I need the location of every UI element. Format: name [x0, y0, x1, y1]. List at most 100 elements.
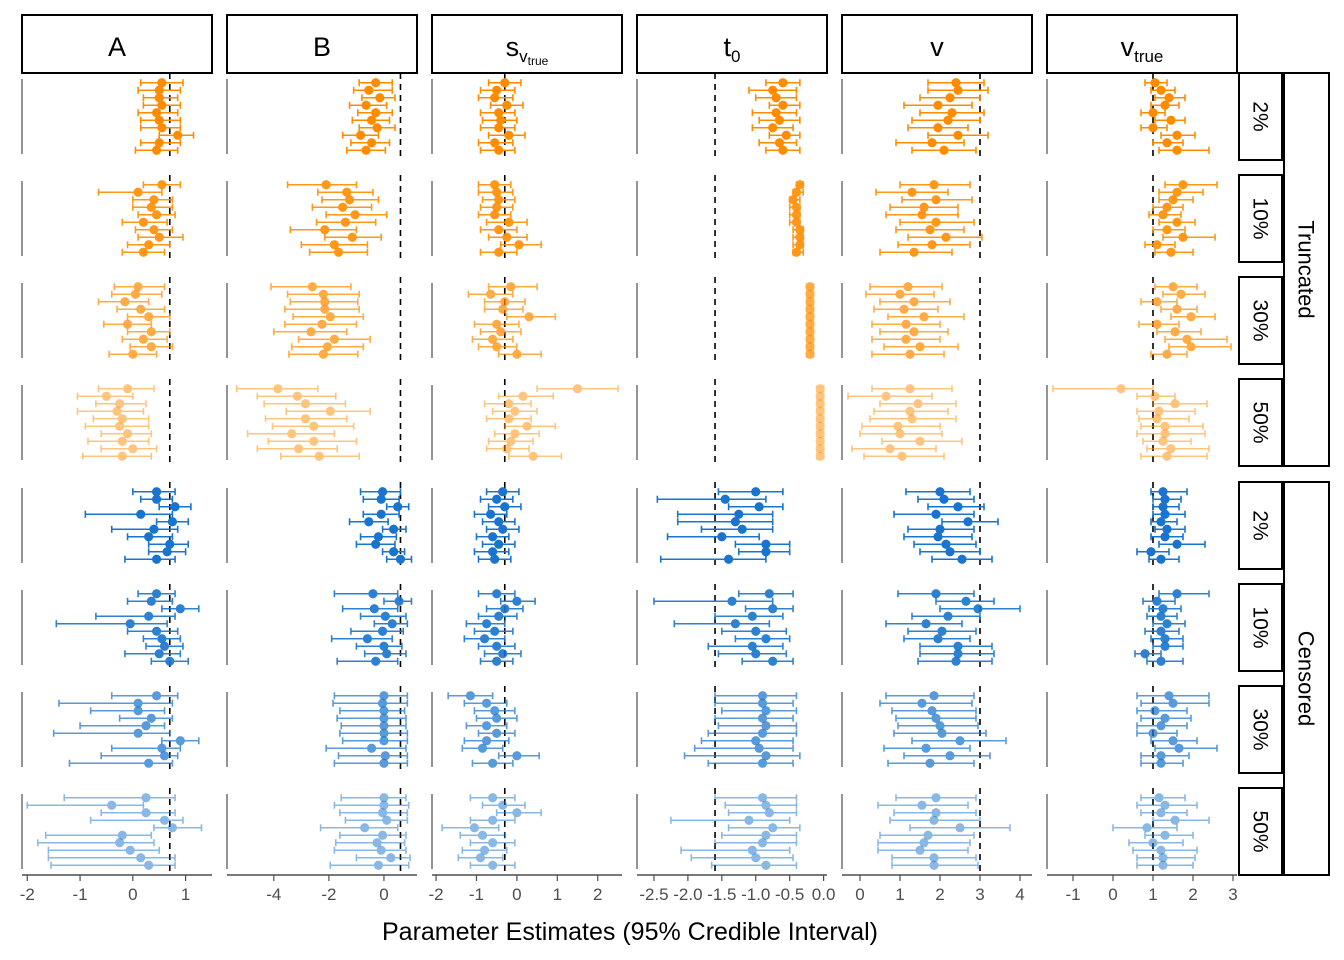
estimate-point — [481, 721, 492, 731]
estimate-point — [133, 282, 143, 292]
estimate-point — [788, 195, 798, 205]
interval-t0-4-0 — [717, 487, 784, 497]
panel-A-2 — [21, 277, 174, 364]
estimate-point — [151, 589, 162, 599]
estimate-point — [935, 524, 945, 534]
interval-sv-4-4 — [481, 517, 516, 527]
row-strip-0: 2% — [1238, 72, 1283, 161]
interval-B-5-1 — [383, 596, 413, 606]
panel-sv-7 — [431, 788, 542, 875]
estimate-point — [572, 384, 583, 394]
strip-sv: svtrue — [431, 14, 623, 74]
interval-B-2-8 — [290, 342, 365, 352]
interval-sv-3-7 — [487, 436, 534, 446]
interval-v-3-2 — [879, 399, 957, 409]
interval-sv-3-5 — [503, 421, 557, 431]
interval-v-0-6 — [907, 123, 969, 133]
interval-A-4-2 — [158, 502, 192, 512]
estimate-point — [524, 312, 534, 322]
group-strip-1: Censored — [1283, 481, 1330, 876]
interval-sv-1-7 — [487, 232, 528, 242]
interval-A-6-6 — [161, 736, 200, 746]
interval-v-7-2 — [893, 808, 977, 818]
estimate-point — [162, 547, 172, 557]
interval-B-3-7 — [267, 436, 358, 446]
estimate-point — [494, 225, 504, 235]
estimate-point — [488, 532, 498, 542]
estimate-point — [929, 853, 939, 863]
interval-sv-6-3 — [475, 713, 518, 723]
interval-A-3-3 — [76, 406, 145, 416]
interval-vtrue-0-6 — [1140, 123, 1168, 133]
row-strip-box — [1238, 787, 1283, 876]
interval-vtrue-4-2 — [1152, 502, 1180, 512]
estimate-point — [761, 547, 771, 557]
strip-label: A — [108, 32, 126, 62]
estimate-point — [1168, 698, 1178, 708]
estimate-point — [757, 838, 768, 848]
estimate-point — [144, 240, 154, 250]
panel-sv-4 — [431, 482, 522, 569]
interval-vtrue-3-8 — [1146, 444, 1210, 454]
estimate-point — [314, 451, 324, 461]
estimate-point — [318, 349, 328, 359]
estimate-point — [895, 289, 905, 299]
estimate-point — [805, 297, 815, 307]
interval-vtrue-2-8 — [1168, 342, 1232, 352]
estimate-point — [309, 421, 319, 431]
row-strip-label: 50% — [1249, 401, 1272, 443]
estimate-point — [1150, 78, 1160, 88]
estimate-point — [371, 108, 381, 118]
interval-vtrue-7-9 — [1136, 860, 1194, 870]
estimate-point — [955, 823, 965, 833]
interval-sv-4-0 — [485, 487, 520, 497]
estimate-point — [528, 451, 538, 461]
panel-t0-2 — [636, 277, 815, 364]
interval-sv-7-1 — [481, 800, 526, 810]
estimate-point — [157, 78, 167, 88]
estimate-point — [388, 524, 399, 534]
interval-B-7-0 — [340, 793, 407, 803]
estimate-point — [1166, 247, 1176, 257]
interval-A-0-4 — [137, 108, 179, 118]
interval-vtrue-1-8 — [1144, 240, 1176, 250]
estimate-point — [919, 838, 929, 848]
interval-A-6-9 — [68, 758, 174, 768]
panels — [21, 73, 1232, 875]
interval-sv-4-5 — [485, 524, 520, 534]
estimate-point — [338, 202, 348, 212]
group-strip-box — [1283, 72, 1330, 467]
panel-v-4 — [841, 482, 999, 569]
row-strip-1: 10% — [1238, 174, 1283, 263]
interval-B-2-3 — [284, 304, 360, 314]
interval-vtrue-2-1 — [1162, 289, 1206, 299]
tick-label: -4 — [266, 885, 281, 904]
interval-A-4-8 — [147, 547, 187, 557]
estimate-point — [490, 138, 500, 148]
panel-A-6 — [21, 686, 200, 773]
estimate-point — [805, 282, 815, 292]
interval-sv-0-7 — [487, 130, 526, 140]
estimate-point — [465, 691, 476, 701]
interval-A-3-7 — [87, 436, 150, 446]
estimate-point — [167, 517, 178, 527]
interval-A-2-9 — [108, 349, 158, 359]
estimate-point — [325, 312, 335, 322]
row-strip-box — [1238, 276, 1283, 365]
interval-v-2-6 — [879, 327, 949, 337]
estimate-point — [963, 517, 973, 527]
estimate-point — [151, 108, 162, 118]
estimate-point — [154, 232, 164, 242]
interval-t0-1-5 — [788, 217, 802, 227]
estimate-point — [504, 399, 514, 409]
estimate-point — [1160, 100, 1170, 110]
row-strip-label: 30% — [1249, 708, 1272, 750]
panel-vtrue-5 — [1046, 584, 1210, 671]
x-axis-v: 0 1 2 3 4 — [842, 874, 1032, 904]
strip-box — [1046, 14, 1238, 74]
interval-sv-2-4 — [505, 312, 557, 322]
panel-t0-1 — [636, 175, 805, 262]
interval-sv-1-0 — [477, 180, 512, 190]
interval-sv-4-7 — [481, 539, 516, 549]
interval-A-2-3 — [116, 304, 166, 314]
